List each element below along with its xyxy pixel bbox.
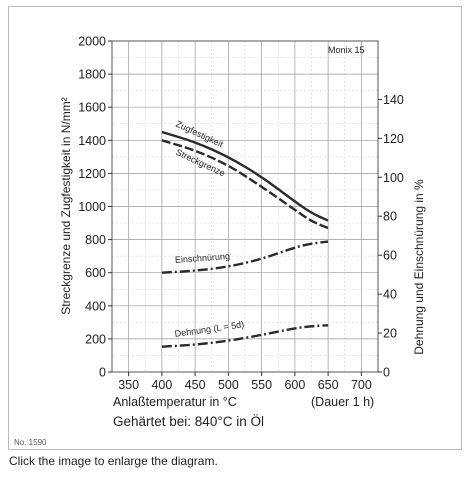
y-tick-label-left: 1600 xyxy=(78,101,106,115)
y-tick-label-left: 1000 xyxy=(78,200,106,214)
y-tick-label-left: 2000 xyxy=(78,35,106,49)
y-tick-label-right: 60 xyxy=(383,249,397,263)
y-tick-label-left: 600 xyxy=(85,266,106,280)
y-tick-label-right: 140 xyxy=(383,93,404,107)
series-line xyxy=(161,240,329,274)
figure-number: No. 1590 xyxy=(14,438,47,447)
x-axis-note: (Dauer 1 h) xyxy=(311,395,374,409)
x-axis-label: Anlaßtemperatur in °C xyxy=(113,395,237,409)
x-tick-label: 700 xyxy=(351,378,372,392)
y-tick-label-left: 400 xyxy=(85,299,106,313)
image-caption[interactable]: Click the image to enlarge the diagram. xyxy=(9,454,218,468)
y-tick-label-left: 1200 xyxy=(78,167,106,181)
chart-subtitle: Gehärtet bei: 840°C in Öl xyxy=(113,414,264,429)
y-tick-label-right: 20 xyxy=(383,327,397,341)
y-tick-label-left: 1800 xyxy=(78,68,106,82)
y-tick-label-right: 0 xyxy=(383,366,390,380)
series-line xyxy=(161,139,329,230)
y-tick-label-right: 40 xyxy=(383,288,397,302)
x-tick-label: 450 xyxy=(185,378,206,392)
x-tick-label: 500 xyxy=(218,378,239,392)
x-tick-label: 400 xyxy=(151,378,172,392)
x-tick-label: 550 xyxy=(251,378,272,392)
y-tick-label-left: 800 xyxy=(85,233,106,247)
series-line xyxy=(161,324,329,348)
y-tick-label-right: 100 xyxy=(383,171,404,185)
y-tick-label-left: 200 xyxy=(85,332,106,346)
y-tick-label-left: 0 xyxy=(99,366,106,380)
x-tick-label: 600 xyxy=(284,378,305,392)
series-label: Einschnürung xyxy=(175,251,231,265)
y-axis-label-left: Streckgrenze und Zugfestigkeit in N/mm² xyxy=(59,97,73,314)
y-axis-label-right: Dehnung und Einschnürung in % xyxy=(412,179,426,355)
chart-title: Monix 15 xyxy=(328,45,365,55)
x-tick-label: 350 xyxy=(118,378,139,392)
y-tick-label-right: 80 xyxy=(383,210,397,224)
x-tick-label: 650 xyxy=(318,378,339,392)
y-tick-label-left: 1400 xyxy=(78,134,106,148)
series-line xyxy=(161,130,329,222)
figure-frame[interactable] xyxy=(8,6,462,450)
y-tick-label-right: 120 xyxy=(383,132,404,146)
